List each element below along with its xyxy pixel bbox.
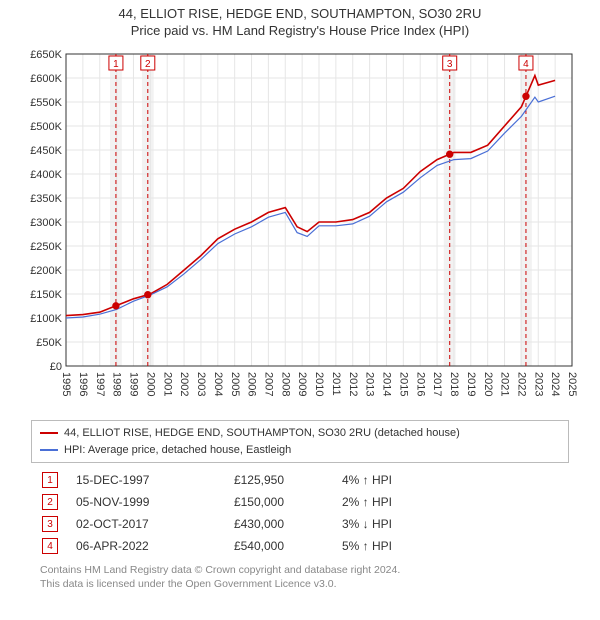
svg-text:2024: 2024 bbox=[549, 372, 561, 396]
svg-text:1995: 1995 bbox=[60, 372, 72, 396]
svg-text:£450K: £450K bbox=[30, 145, 62, 157]
svg-text:2009: 2009 bbox=[296, 372, 308, 396]
footer: Contains HM Land Registry data © Crown c… bbox=[40, 563, 560, 591]
svg-text:2010: 2010 bbox=[313, 372, 325, 396]
chart: £0£50K£100K£150K£200K£250K£300K£350K£400… bbox=[20, 44, 580, 414]
sale-price: £150,000 bbox=[204, 495, 284, 509]
page: 44, ELLIOT RISE, HEDGE END, SOUTHAMPTON,… bbox=[0, 0, 600, 591]
svg-text:£550K: £550K bbox=[30, 97, 62, 109]
legend-row: 44, ELLIOT RISE, HEDGE END, SOUTHAMPTON,… bbox=[40, 425, 560, 442]
sale-marker-icon: 4 bbox=[42, 538, 58, 554]
sale-marker-icon: 1 bbox=[42, 472, 58, 488]
svg-text:£200K: £200K bbox=[30, 265, 62, 277]
sales-row: 4 06-APR-2022 £540,000 5% ↑ HPI bbox=[40, 535, 560, 557]
svg-text:2002: 2002 bbox=[178, 372, 190, 396]
sale-price: £125,950 bbox=[204, 473, 284, 487]
sale-delta: 5% ↑ HPI bbox=[302, 539, 392, 553]
chart-title-main: 44, ELLIOT RISE, HEDGE END, SOUTHAMPTON,… bbox=[10, 6, 590, 21]
legend-label: 44, ELLIOT RISE, HEDGE END, SOUTHAMPTON,… bbox=[64, 425, 460, 442]
svg-text:2023: 2023 bbox=[532, 372, 544, 396]
sale-delta: 4% ↑ HPI bbox=[302, 473, 392, 487]
svg-text:2006: 2006 bbox=[246, 372, 258, 396]
svg-text:1996: 1996 bbox=[77, 372, 89, 396]
svg-text:2015: 2015 bbox=[397, 372, 409, 396]
svg-text:2019: 2019 bbox=[465, 372, 477, 396]
svg-text:1998: 1998 bbox=[111, 372, 123, 396]
sales-table: 1 15-DEC-1997 £125,950 4% ↑ HPI 2 05-NOV… bbox=[40, 469, 560, 557]
footer-line: This data is licensed under the Open Gov… bbox=[40, 577, 560, 591]
svg-text:2001: 2001 bbox=[161, 372, 173, 396]
svg-text:4: 4 bbox=[523, 59, 529, 70]
svg-text:2008: 2008 bbox=[279, 372, 291, 396]
svg-text:2014: 2014 bbox=[381, 372, 393, 396]
svg-text:2005: 2005 bbox=[229, 372, 241, 396]
svg-text:2017: 2017 bbox=[431, 372, 443, 396]
svg-text:2020: 2020 bbox=[482, 372, 494, 396]
sales-row: 1 15-DEC-1997 £125,950 4% ↑ HPI bbox=[40, 469, 560, 491]
legend-swatch bbox=[40, 449, 58, 451]
svg-text:2011: 2011 bbox=[330, 372, 342, 396]
svg-text:£650K: £650K bbox=[30, 49, 62, 61]
svg-text:2000: 2000 bbox=[144, 372, 156, 396]
legend-row: HPI: Average price, detached house, East… bbox=[40, 442, 560, 459]
svg-text:2013: 2013 bbox=[364, 372, 376, 396]
svg-text:1997: 1997 bbox=[94, 372, 106, 396]
chart-titles: 44, ELLIOT RISE, HEDGE END, SOUTHAMPTON,… bbox=[0, 0, 600, 40]
sale-date: 05-NOV-1999 bbox=[76, 495, 186, 509]
svg-text:£100K: £100K bbox=[30, 313, 62, 325]
sales-row: 2 05-NOV-1999 £150,000 2% ↑ HPI bbox=[40, 491, 560, 513]
svg-text:£150K: £150K bbox=[30, 289, 62, 301]
svg-text:2007: 2007 bbox=[262, 372, 274, 396]
svg-text:2021: 2021 bbox=[499, 372, 511, 396]
svg-text:£500K: £500K bbox=[30, 121, 62, 133]
legend-swatch bbox=[40, 432, 58, 434]
sale-date: 06-APR-2022 bbox=[76, 539, 186, 553]
sale-date: 02-OCT-2017 bbox=[76, 517, 186, 531]
svg-text:2004: 2004 bbox=[212, 372, 224, 396]
svg-text:£250K: £250K bbox=[30, 241, 62, 253]
svg-text:2003: 2003 bbox=[195, 372, 207, 396]
svg-text:2025: 2025 bbox=[566, 372, 578, 396]
sale-date: 15-DEC-1997 bbox=[76, 473, 186, 487]
sale-price: £540,000 bbox=[204, 539, 284, 553]
svg-text:£50K: £50K bbox=[36, 337, 62, 349]
svg-text:£600K: £600K bbox=[30, 73, 62, 85]
svg-text:1: 1 bbox=[113, 59, 119, 70]
sale-delta: 3% ↓ HPI bbox=[302, 517, 392, 531]
svg-text:1999: 1999 bbox=[128, 372, 140, 396]
svg-text:2: 2 bbox=[145, 59, 151, 70]
svg-text:2016: 2016 bbox=[414, 372, 426, 396]
svg-text:£400K: £400K bbox=[30, 169, 62, 181]
legend: 44, ELLIOT RISE, HEDGE END, SOUTHAMPTON,… bbox=[31, 420, 569, 463]
sales-row: 3 02-OCT-2017 £430,000 3% ↓ HPI bbox=[40, 513, 560, 535]
svg-text:2012: 2012 bbox=[347, 372, 359, 396]
sale-marker-icon: 2 bbox=[42, 494, 58, 510]
svg-text:£300K: £300K bbox=[30, 217, 62, 229]
svg-text:2022: 2022 bbox=[515, 372, 527, 396]
svg-text:£350K: £350K bbox=[30, 193, 62, 205]
legend-label: HPI: Average price, detached house, East… bbox=[64, 442, 291, 459]
chart-svg: £0£50K£100K£150K£200K£250K£300K£350K£400… bbox=[20, 44, 580, 414]
svg-text:2018: 2018 bbox=[448, 372, 460, 396]
sale-marker-icon: 3 bbox=[42, 516, 58, 532]
chart-title-sub: Price paid vs. HM Land Registry's House … bbox=[10, 23, 590, 38]
sale-delta: 2% ↑ HPI bbox=[302, 495, 392, 509]
sale-price: £430,000 bbox=[204, 517, 284, 531]
svg-text:3: 3 bbox=[447, 59, 453, 70]
footer-line: Contains HM Land Registry data © Crown c… bbox=[40, 563, 560, 577]
